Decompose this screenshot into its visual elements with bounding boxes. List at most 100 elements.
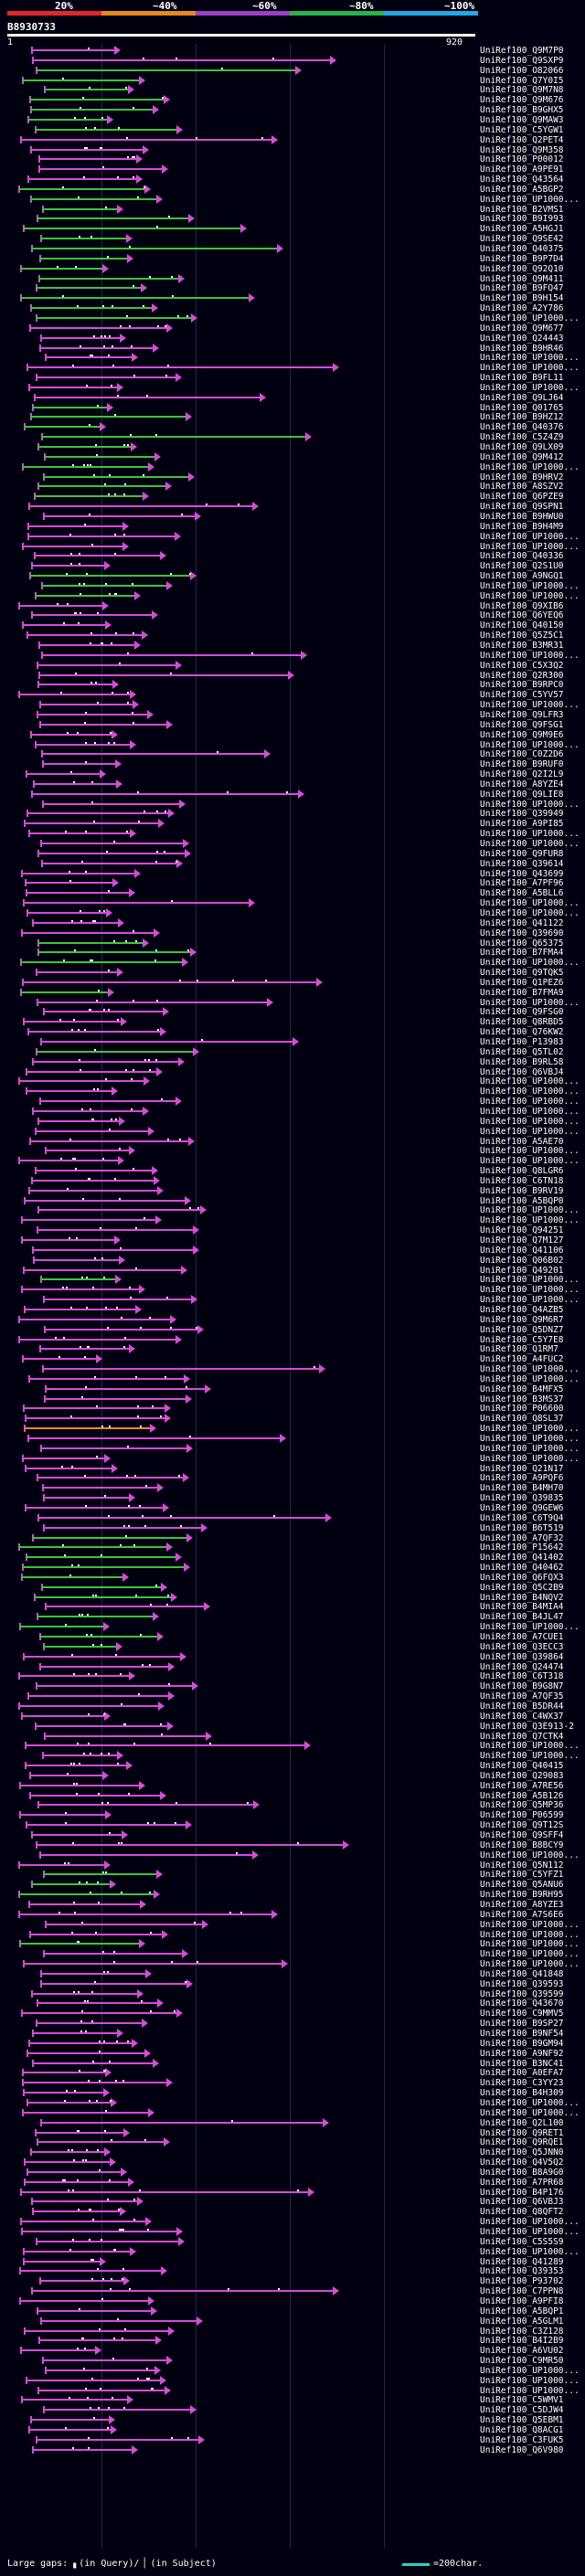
hit-row[interactable]: UniRef100_C9MR50: [0, 2356, 585, 2366]
hit-row[interactable]: UniRef100_Q9SFF4: [0, 1830, 585, 1840]
hit-row[interactable]: UniRef100_Q9M9E6: [0, 729, 585, 740]
hit-label[interactable]: UniRef100_UP1000...: [480, 839, 580, 849]
hit-label[interactable]: UniRef100_B8A9G0: [480, 2167, 564, 2178]
hit-label[interactable]: UniRef100_A9NF92: [480, 2048, 564, 2059]
hit-row[interactable]: UniRef100_UP1000...: [0, 531, 585, 542]
hit-label[interactable]: UniRef100_UP1000...: [480, 1751, 580, 1762]
hit-label[interactable]: UniRef100_Q9GEW6: [480, 1502, 564, 1513]
hit-label[interactable]: UniRef100_C9MMV5: [480, 2009, 564, 2019]
hit-label[interactable]: UniRef100_C5X3Q2: [480, 660, 564, 671]
hit-label[interactable]: UniRef100_A5BLL6: [480, 888, 564, 899]
hit-label[interactable]: UniRef100_Q39599: [480, 1988, 564, 1999]
hit-row[interactable]: UniRef100_UP1000...: [0, 1146, 585, 1156]
hit-row[interactable]: UniRef100_Q9M412: [0, 451, 585, 462]
hit-label[interactable]: UniRef100_A4FUC2: [480, 1354, 564, 1365]
hit-row[interactable]: UniRef100_A6VU02: [0, 2346, 585, 2356]
hit-row[interactable]: UniRef100_UP1000...: [0, 363, 585, 373]
hit-row[interactable]: UniRef100_A7QF32: [0, 1532, 585, 1543]
hit-row[interactable]: UniRef100_A7QF35: [0, 1691, 585, 1701]
hit-label[interactable]: UniRef100_Q9FUR8: [480, 848, 564, 859]
hit-label[interactable]: UniRef100_Q9M9E6: [480, 729, 564, 740]
hit-label[interactable]: UniRef100_UP1000...: [480, 1434, 580, 1444]
hit-label[interactable]: UniRef100_Q6YEQ6: [480, 610, 564, 621]
hit-label[interactable]: UniRef100_UP1000...: [480, 1364, 580, 1375]
hit-label[interactable]: UniRef100_C5Z4Z9: [480, 432, 564, 443]
hit-row[interactable]: UniRef100_Q40150: [0, 620, 585, 631]
hit-row[interactable]: UniRef100_Q9RQE1: [0, 2137, 585, 2147]
hit-label[interactable]: UniRef100_Q76KW2: [480, 1027, 564, 1038]
hit-row[interactable]: UniRef100_A7CUE1: [0, 1632, 585, 1642]
hit-row[interactable]: UniRef100_Q7M127: [0, 1235, 585, 1246]
hit-label[interactable]: UniRef100_Q39949: [480, 809, 564, 820]
hit-row[interactable]: UniRef100_B9SP27: [0, 2019, 585, 2029]
hit-row[interactable]: UniRef100_B9NF54: [0, 2029, 585, 2039]
hit-row[interactable]: UniRef100_UP1000...: [0, 382, 585, 393]
hit-label[interactable]: UniRef100_UP1000...: [480, 1156, 580, 1167]
hit-row[interactable]: UniRef100_Q5JNN0: [0, 2147, 585, 2157]
hit-label[interactable]: UniRef100_UP1000...: [480, 580, 580, 591]
hit-label[interactable]: UniRef100_C9MR50: [480, 2356, 564, 2367]
hit-row[interactable]: UniRef100_Q9FUR8: [0, 848, 585, 859]
hit-label[interactable]: UniRef100_C5WMV1: [480, 2395, 564, 2406]
hit-label[interactable]: UniRef100_C5YGW1: [480, 124, 564, 135]
hit-label[interactable]: UniRef100_Q41848: [480, 1968, 564, 1979]
hit-row[interactable]: UniRef100_B9GHX5: [0, 105, 585, 115]
hit-label[interactable]: UniRef100_C5YFZ1: [480, 1870, 564, 1881]
hit-row[interactable]: UniRef100_B5DR44: [0, 1701, 585, 1712]
hit-row[interactable]: UniRef100_UP1000...: [0, 313, 585, 323]
hit-label[interactable]: UniRef100_A9PE91: [480, 164, 564, 175]
hit-label[interactable]: UniRef100_UP1000...: [480, 1116, 580, 1127]
hit-row[interactable]: UniRef100_Q9XIB6: [0, 600, 585, 611]
hit-row[interactable]: UniRef100_UP1000...: [0, 1126, 585, 1137]
hit-label[interactable]: UniRef100_Q9LX09: [480, 442, 564, 452]
hit-row[interactable]: UniRef100_B9HRV2: [0, 472, 585, 482]
hit-label[interactable]: UniRef100_UP1000...: [480, 1373, 580, 1384]
hit-label[interactable]: UniRef100_Q9M6R7: [480, 1314, 564, 1325]
hit-row[interactable]: UniRef100_B3MR31: [0, 641, 585, 651]
hit-row[interactable]: UniRef100_UP1000...: [0, 2385, 585, 2396]
hit-label[interactable]: UniRef100_Q40376: [480, 422, 564, 433]
hit-label[interactable]: UniRef100_UP1000...: [480, 907, 580, 918]
hit-row[interactable]: UniRef100_B2VMS1: [0, 204, 585, 215]
hit-row[interactable]: UniRef100_Q5Z5C1: [0, 631, 585, 641]
hit-row[interactable]: UniRef100_Q43670: [0, 1998, 585, 2009]
hit-label[interactable]: UniRef100_Q7CTK4: [480, 1731, 564, 1742]
hit-label[interactable]: UniRef100_Q5N112: [480, 1860, 564, 1871]
hit-row[interactable]: UniRef100_Q39614: [0, 858, 585, 869]
hit-label[interactable]: UniRef100_Q43670: [480, 1998, 564, 2009]
hit-label[interactable]: UniRef100_B4MIA4: [480, 1602, 564, 1613]
hit-row[interactable]: UniRef100_Q40415: [0, 1761, 585, 1771]
hit-label[interactable]: UniRef100_B4NQV2: [480, 1592, 564, 1603]
hit-row[interactable]: UniRef100_Q9M676: [0, 95, 585, 105]
hit-label[interactable]: UniRef100_A8YZE4: [480, 779, 564, 790]
hit-label[interactable]: UniRef100_Q01765: [480, 402, 564, 413]
hit-label[interactable]: UniRef100_A7S6E6: [480, 1909, 564, 1920]
hit-row[interactable]: UniRef100_C6TN18: [0, 1175, 585, 1186]
hit-row[interactable]: UniRef100_C5X3Q2: [0, 660, 585, 671]
hit-label[interactable]: UniRef100_UP1000...: [480, 194, 580, 205]
hit-row[interactable]: UniRef100_C5S5S9: [0, 2236, 585, 2247]
hit-label[interactable]: UniRef100_UP1000...: [480, 2227, 580, 2237]
hit-label[interactable]: UniRef100_Q43699: [480, 868, 564, 879]
hit-row[interactable]: UniRef100_UP1000...: [0, 461, 585, 472]
hit-label[interactable]: UniRef100_UP1000...: [480, 2246, 580, 2257]
hit-label[interactable]: UniRef100_A5BQP0: [480, 1195, 564, 1206]
hit-row[interactable]: UniRef100_UP1000...: [0, 907, 585, 918]
hit-label[interactable]: UniRef100_UP1000...: [480, 461, 580, 472]
hit-row[interactable]: UniRef100_UP1000...: [0, 1424, 585, 1434]
hit-label[interactable]: UniRef100_Q4AZB5: [480, 1304, 564, 1315]
hit-row[interactable]: UniRef100_P15642: [0, 1542, 585, 1553]
hit-row[interactable]: UniRef100_Q8LGR6: [0, 1166, 585, 1176]
hit-label[interactable]: UniRef100_Q8ACG1: [480, 2425, 564, 2435]
hit-row[interactable]: UniRef100_A8YZE4: [0, 779, 585, 790]
hit-row[interactable]: UniRef100_Q40376: [0, 422, 585, 432]
hit-row[interactable]: UniRef100_Q41122: [0, 917, 585, 928]
hit-label[interactable]: UniRef100_A5B126: [480, 1790, 564, 1801]
hit-row[interactable]: UniRef100_B9I993: [0, 214, 585, 224]
hit-label[interactable]: UniRef100_Q6VBJ3: [480, 2197, 564, 2208]
hit-label[interactable]: UniRef100_B3MS37: [480, 1394, 564, 1405]
hit-row[interactable]: UniRef100_Q9GEW6: [0, 1502, 585, 1513]
hit-row[interactable]: UniRef100_A0EFA7: [0, 2068, 585, 2078]
hit-label[interactable]: UniRef100_C0Z2D6: [480, 749, 564, 760]
hit-label[interactable]: UniRef100_UP1000...: [480, 1622, 580, 1633]
